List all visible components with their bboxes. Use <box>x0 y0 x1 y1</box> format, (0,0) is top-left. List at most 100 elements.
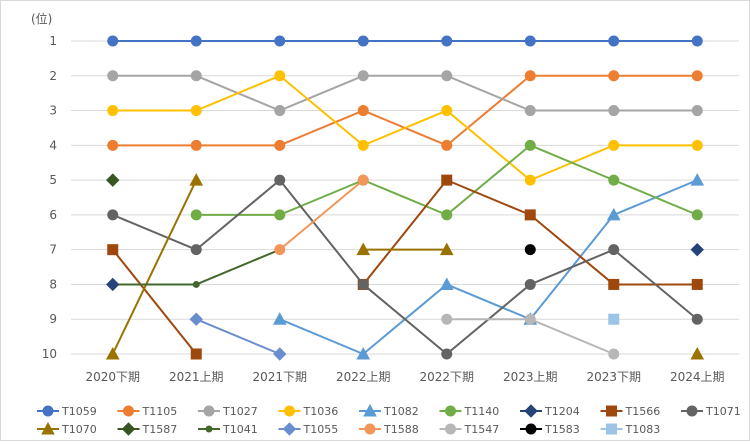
point-T1566-5 <box>524 209 536 221</box>
point-T1036-6 <box>608 139 620 151</box>
point-T1071-1 <box>190 244 202 256</box>
point-T1055-1 <box>189 312 203 326</box>
point-T1082-4 <box>439 277 454 290</box>
point-T1082-7 <box>690 173 705 186</box>
series-line-T1071-1 <box>195 179 281 251</box>
series-line-T1566-5 <box>529 214 615 286</box>
series-T1083 <box>608 313 620 325</box>
point-T1140-4 <box>441 209 453 221</box>
legend-label: T1070 <box>61 423 97 436</box>
legend-label: T1140 <box>464 405 500 418</box>
series-T1587 <box>106 173 120 187</box>
point-T1055-2 <box>273 347 287 361</box>
point-T1105-0 <box>107 139 119 151</box>
legend-swatch-marker <box>524 404 538 418</box>
point-T1071-7 <box>691 313 703 325</box>
point-T1036-3 <box>357 139 369 151</box>
series-line-T1566-4 <box>446 179 531 216</box>
legend-item-T1105: T1105 <box>117 405 177 418</box>
point-T1587-0 <box>106 173 120 187</box>
legend-label: T1588 <box>383 423 419 436</box>
series-line-T1140-5 <box>529 144 615 182</box>
point-T1059-4 <box>441 35 453 47</box>
legend-item-T1204: T1204 <box>520 404 580 418</box>
legend-item-T1547: T1547 <box>439 423 499 436</box>
y-tick-label-8: 8 <box>49 277 57 291</box>
x-tick-label-5: 2023上期 <box>503 370 558 384</box>
point-T1588-2 <box>274 244 286 256</box>
legend-item-T1027: T1027 <box>198 405 258 418</box>
point-T1583-5 <box>524 244 536 256</box>
series-line-T1566-0 <box>111 249 198 355</box>
y-tick-label-7: 7 <box>49 243 57 257</box>
series-line-T1105-4 <box>446 75 531 147</box>
y-tick-label-3: 3 <box>49 104 57 118</box>
legend-item-T1070: T1070 <box>37 421 97 436</box>
legend-swatch-marker <box>284 405 295 417</box>
point-T1566-7 <box>691 278 703 290</box>
point-T1036-2 <box>274 70 286 82</box>
point-T1071-6 <box>608 244 620 256</box>
point-T1027-5 <box>524 105 536 117</box>
series-T1055 <box>189 312 287 361</box>
legend-label: T1041 <box>222 423 258 436</box>
legend-item-T1588: T1588 <box>359 423 419 436</box>
point-T1105-3 <box>357 105 369 117</box>
series-line-T1071-6 <box>613 248 698 320</box>
point-T1059-0 <box>107 35 119 47</box>
series-line-T1105-2 <box>279 109 364 147</box>
point-T1070-7 <box>690 346 705 360</box>
point-T1041-1 <box>192 280 200 288</box>
point-T1204-7 <box>690 242 704 257</box>
legend-item-T1140: T1140 <box>439 405 500 418</box>
legend-label: T1082 <box>383 405 419 418</box>
series-T1587-diamond-8 <box>106 277 120 292</box>
legend-item-T1036: T1036 <box>278 405 338 418</box>
legend-label: T1587 <box>142 423 178 436</box>
point-T1082-3 <box>356 346 371 360</box>
series-line-T1140-3 <box>362 179 448 216</box>
y-tick-labels: 1 2 3 4 5 6 7 8 9 10 <box>42 34 57 361</box>
legend-item-T1083: T1083 <box>600 423 661 436</box>
series-line-T1140-2 <box>279 179 364 216</box>
series-layer <box>105 35 705 361</box>
point-T1547-6 <box>608 348 620 360</box>
legend-label: T1055 <box>303 423 339 436</box>
series-T1036 <box>107 70 703 186</box>
legend-label: T1083 <box>625 423 661 436</box>
series-T1070 <box>105 173 705 360</box>
legend-item-T1059: T1059 <box>37 405 97 418</box>
legend-item-T1583: T1583 <box>520 423 580 436</box>
legend-item-T1587: T1587 <box>117 422 178 436</box>
legend-label: T1204 <box>544 405 580 418</box>
y-tick-label-10: 10 <box>42 347 57 361</box>
point-T1027-6 <box>608 105 620 117</box>
series-T1547 <box>441 313 620 360</box>
point-T1547-4 <box>441 313 453 325</box>
series-T1105 <box>107 70 703 151</box>
legend-label: T1583 <box>544 423 580 436</box>
legend-swatch-marker <box>686 405 698 417</box>
series-line-T1140-6 <box>613 179 698 216</box>
point-T1070-0 <box>105 346 120 360</box>
point-T1105-2 <box>274 139 286 151</box>
point-T1566-4 <box>441 174 453 186</box>
point-T1059-6 <box>608 35 620 47</box>
legend-swatch-marker <box>525 423 537 435</box>
series-line-T1547-5 <box>529 318 615 355</box>
legend-swatch-marker <box>445 405 456 417</box>
point-T1105-1 <box>190 139 202 151</box>
point-T1059-2 <box>274 35 286 47</box>
legend-item-T1566: T1566 <box>600 405 660 418</box>
point-T1036-0 <box>107 105 119 117</box>
point-T1070-1 <box>189 173 204 186</box>
x-tick-label-0: 2020下期 <box>85 370 140 384</box>
point-T1036-5 <box>524 174 536 186</box>
point-T1071-2 <box>274 174 286 186</box>
point-T1036-7 <box>691 139 703 151</box>
y-tick-label-4: 4 <box>49 138 57 152</box>
series-T1583 <box>524 244 536 256</box>
point-T1140-2 <box>274 209 286 221</box>
point-T1070-4 <box>439 242 454 256</box>
